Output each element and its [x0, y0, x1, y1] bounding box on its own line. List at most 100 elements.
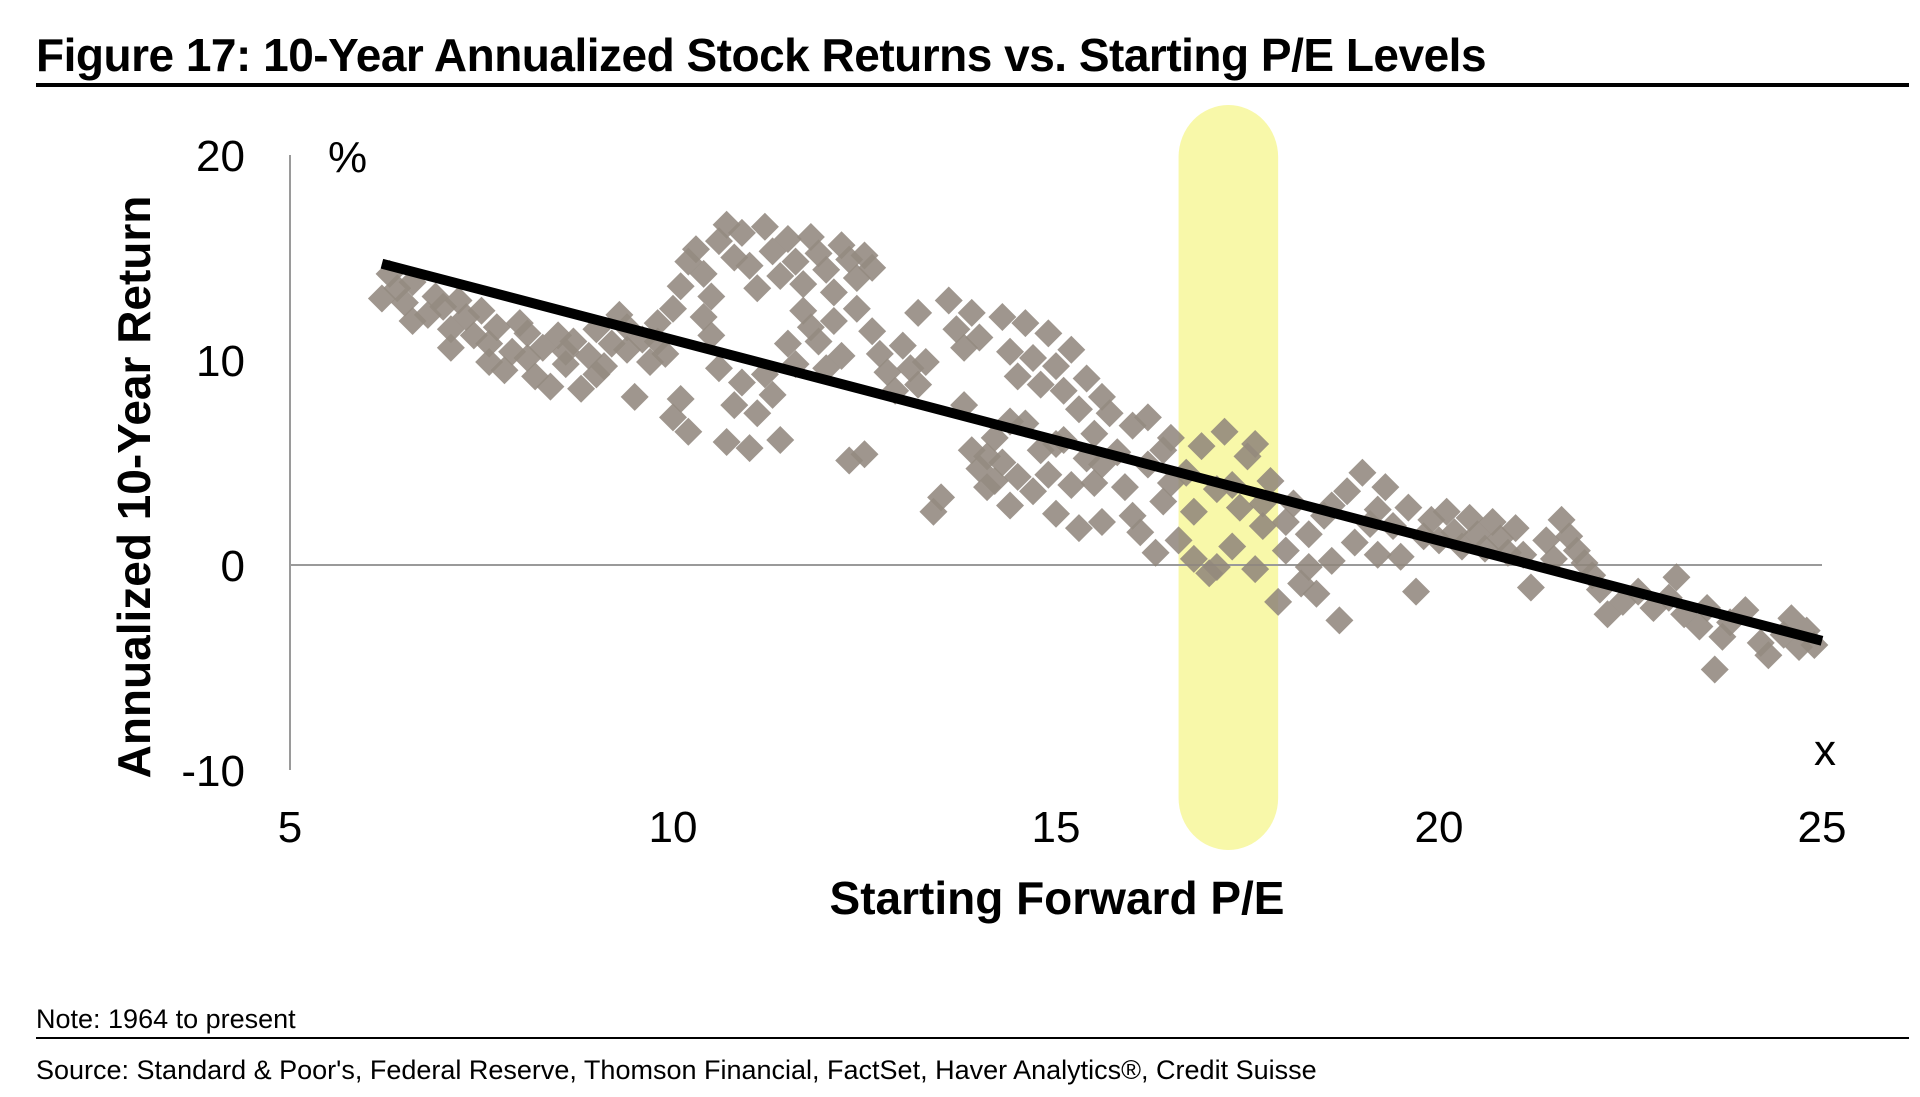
data-point [1271, 507, 1300, 536]
data-point [888, 331, 917, 360]
data-point [1363, 495, 1392, 524]
data-point [1003, 462, 1032, 491]
data-point [720, 391, 749, 420]
data-point [1011, 309, 1040, 338]
data-point [567, 374, 596, 403]
scatter-chart: 20 10 0 -10 5 10 15 20 25 % x Starting Forward … [108, 105, 1847, 924]
data-point [1241, 430, 1270, 459]
data-point [1371, 473, 1400, 502]
data-point [513, 319, 542, 348]
data-point [1064, 514, 1093, 543]
data-point [1118, 501, 1147, 530]
data-point [773, 329, 802, 358]
data-point [482, 313, 511, 342]
data-point [704, 354, 733, 383]
y-tick-label: 20 [196, 132, 245, 181]
data-point [904, 370, 933, 399]
data-point [911, 348, 940, 377]
trend-line [380, 258, 1824, 646]
data-point [1294, 520, 1323, 549]
data-point [1754, 641, 1783, 670]
data-point [1700, 655, 1729, 684]
data-point [934, 286, 963, 315]
data-point [681, 235, 710, 264]
data-point [1294, 553, 1323, 582]
data-point [1325, 606, 1354, 635]
data-point [743, 274, 772, 303]
data-point [1057, 335, 1086, 364]
data-point [750, 212, 779, 241]
title-rule [36, 83, 1909, 87]
data-point [674, 417, 703, 446]
data-point [1133, 403, 1162, 432]
data-point [1317, 546, 1346, 575]
data-point [1662, 563, 1691, 592]
data-point [758, 380, 787, 409]
data-point [789, 270, 818, 299]
data-point [1241, 555, 1270, 584]
data-point [1057, 471, 1086, 500]
data-point [1340, 528, 1369, 557]
y-tick-label: -10 [181, 747, 245, 796]
x-tick-labels: 5 10 15 20 25 [278, 803, 1847, 852]
x-axis-label: Starting Forward P/E [830, 872, 1285, 924]
data-point [988, 302, 1017, 331]
x-tick-label: 15 [1032, 803, 1081, 852]
y-tick-labels: 20 10 0 -10 [181, 132, 245, 796]
data-point [927, 483, 956, 512]
data-point [1072, 364, 1101, 393]
figure-note: Note: 1964 to present [36, 1004, 296, 1034]
data-point [712, 428, 741, 456]
note-rule [36, 1037, 1909, 1039]
data-point [1042, 499, 1070, 528]
data-point [1402, 577, 1431, 606]
y-unit-label: % [328, 133, 367, 182]
data-point [536, 372, 565, 401]
data-point [773, 225, 802, 254]
data-point [1019, 343, 1048, 372]
data-point [1164, 526, 1193, 555]
data-point [812, 255, 841, 284]
data-point [1225, 493, 1254, 522]
data-point [766, 425, 795, 454]
data-point [1110, 473, 1139, 502]
figure-title: Figure 17: 10-Year Annualized Stock Retu… [36, 29, 1487, 81]
y-tick-label: 0 [221, 542, 245, 591]
data-point [1034, 319, 1063, 348]
data-point [1386, 542, 1415, 571]
data-point [475, 348, 504, 377]
data-point [804, 327, 833, 356]
data-point [1348, 458, 1377, 487]
data-point [551, 337, 580, 366]
data-point [850, 241, 879, 270]
data-point [904, 298, 933, 327]
data-point [842, 294, 871, 323]
data-point [858, 253, 887, 282]
data-point [398, 307, 427, 336]
x-tick-label: 5 [278, 803, 302, 852]
data-point [436, 333, 465, 362]
x-unit-label: x [1814, 726, 1836, 775]
data-point [1264, 587, 1293, 616]
figure-source: Source: Standard & Poor's, Federal Reser… [36, 1055, 1317, 1085]
data-point [996, 491, 1025, 520]
data-point [1087, 507, 1116, 536]
data-point [1034, 460, 1063, 489]
data-point [1248, 512, 1277, 541]
x-tick-label: 20 [1415, 803, 1464, 852]
data-point [659, 294, 687, 323]
data-point [965, 323, 994, 352]
data-point [988, 448, 1017, 477]
data-point [827, 231, 856, 260]
data-point [1042, 352, 1070, 381]
data-point [697, 282, 726, 311]
data-point [743, 399, 772, 428]
data-point [1256, 466, 1285, 495]
data-point [1516, 573, 1545, 602]
data-point [781, 247, 810, 276]
data-point [957, 298, 986, 327]
data-point [1003, 362, 1032, 391]
data-point [727, 218, 756, 247]
data-point [697, 321, 726, 350]
data-point [727, 368, 756, 397]
